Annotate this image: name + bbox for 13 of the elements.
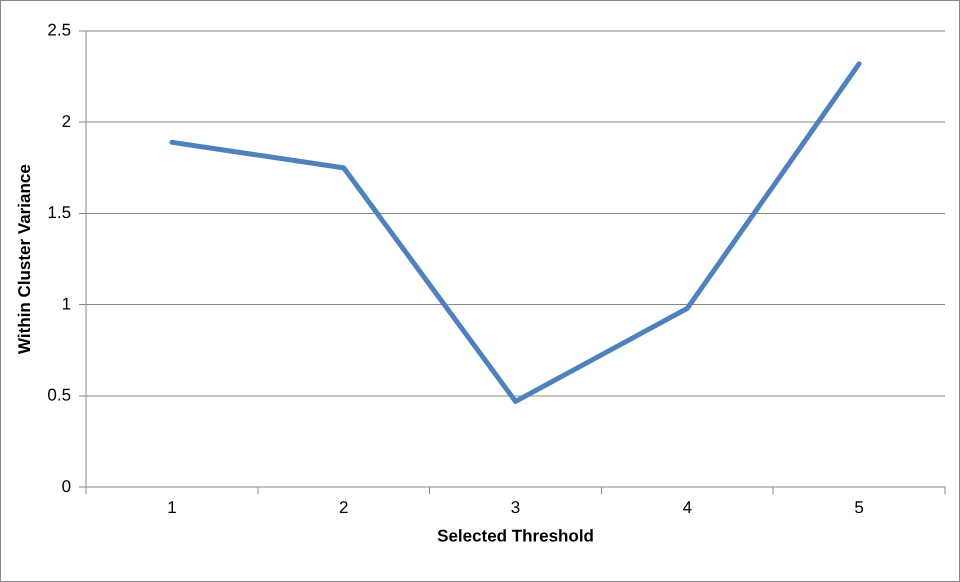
y-axis-title: Within Cluster Variance [14,164,34,354]
y-tick-label: 1.5 [47,203,72,222]
y-tick-label: 2.5 [47,20,72,40]
x-tick-label: 3 [510,498,520,518]
y-tick-label: 1 [62,294,72,314]
x-tick-label: 2 [338,498,348,518]
x-tick-label: 5 [854,498,864,518]
x-axis-title: Selected Threshold [437,526,594,546]
y-tick-label: 2 [62,112,72,131]
x-tick-label: 1 [167,498,177,518]
x-tick-label: 4 [682,498,692,518]
y-tick-label: 0 [62,476,72,496]
y-tick-label: 0.5 [47,386,72,405]
